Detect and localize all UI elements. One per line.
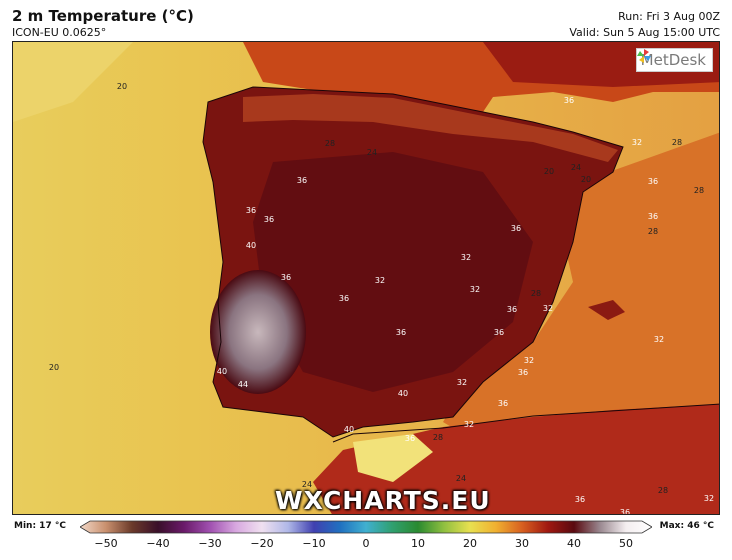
valid-time: Valid: Sun 5 Aug 15:00 UTC xyxy=(569,26,720,39)
isotherm-label: 20 xyxy=(48,363,60,372)
isotherm-label: 20 xyxy=(116,82,128,91)
isotherm-label: 28 xyxy=(693,186,705,195)
isotherm-label: 32 xyxy=(463,420,475,429)
isotherm-label: 40 xyxy=(343,425,355,434)
isotherm-label: 24 xyxy=(570,163,582,172)
isotherm-label: 40 xyxy=(245,241,257,250)
isotherm-label: 36 xyxy=(619,508,631,515)
isotherm-label: 32 xyxy=(456,378,468,387)
map-canvas xyxy=(13,42,719,514)
alboran-sea-cool xyxy=(353,434,433,482)
min-temperature-label: Min: 17 °C xyxy=(14,521,66,531)
isotherm-label: 32 xyxy=(374,276,386,285)
isotherm-label: 24 xyxy=(366,148,378,157)
isotherm-label: 36 xyxy=(497,399,509,408)
metdesk-logo-text: MetDesk xyxy=(640,51,706,69)
isotherm-label: 32 xyxy=(469,285,481,294)
colorbar-tick-label: 20 xyxy=(463,537,477,550)
wxcharts-watermark: WXCHARTS.EU xyxy=(275,486,491,515)
isotherm-label: 32 xyxy=(653,335,665,344)
colorbar-tick-label: 0 xyxy=(362,537,370,550)
isotherm-label: 44 xyxy=(237,380,249,389)
isotherm-label: 32 xyxy=(703,494,715,503)
colorbar-tick-label: −20 xyxy=(250,537,274,550)
isotherm-label: 28 xyxy=(657,486,669,495)
isotherm-label: 36 xyxy=(296,176,308,185)
isotherm-label: 32 xyxy=(460,253,472,262)
colorbar: Min: 17 °C −50 −40 −30 −20 −10 0 10 20 30 40 50 Ma… xyxy=(0,517,732,560)
isotherm-label: 36 xyxy=(245,206,257,215)
isotherm-label: 32 xyxy=(523,356,535,365)
isotherm-label: 36 xyxy=(510,224,522,233)
isotherm-label: 24 xyxy=(301,480,313,489)
isotherm-label: 20 xyxy=(543,167,555,176)
isotherm-label: 36 xyxy=(395,328,407,337)
isotherm-label: 36 xyxy=(647,177,659,186)
isotherm-label: 36 xyxy=(517,368,529,377)
colorbar-tick-label: −30 xyxy=(198,537,222,550)
temperature-map[interactable]: 2020242824363636403632363232362832363636… xyxy=(12,41,720,515)
isotherm-label: 40 xyxy=(397,389,409,398)
isotherm-label: 20 xyxy=(368,490,380,499)
isotherm-label: 36 xyxy=(647,212,659,221)
colorbar-tick-label: 10 xyxy=(411,537,425,550)
isotherm-label: 36 xyxy=(338,294,350,303)
isotherm-label: 28 xyxy=(647,227,659,236)
north-africa-land xyxy=(313,404,719,514)
isotherm-label: 20 xyxy=(580,175,592,184)
isotherm-label: 28 xyxy=(324,139,336,148)
isotherm-label: 32 xyxy=(542,304,554,313)
isotherm-label: 28 xyxy=(671,138,683,147)
cool-sea-zone xyxy=(13,42,133,122)
isotherm-label: 36 xyxy=(563,96,575,105)
hottest-region xyxy=(210,270,306,394)
isotherm-label: 28 xyxy=(530,289,542,298)
model-label: ICON-EU 0.0625° xyxy=(12,26,107,39)
isotherm-label: 36 xyxy=(280,273,292,282)
metdesk-pinwheel-icon xyxy=(636,49,651,63)
isotherm-label: 28 xyxy=(432,433,444,442)
max-temperature-label: Max: 46 °C xyxy=(659,521,714,531)
isotherm-label: 36 xyxy=(404,434,416,443)
run-time: Run: Fri 3 Aug 00Z xyxy=(618,10,720,23)
colorbar-tick-label: 50 xyxy=(619,537,633,550)
balearic-islands xyxy=(588,300,625,320)
colorbar-tick-label: −10 xyxy=(302,537,326,550)
metdesk-logo[interactable]: MetDesk xyxy=(635,48,713,72)
isotherm-label: 24 xyxy=(455,474,467,483)
chart-title: 2 m Temperature (°C) xyxy=(12,7,194,25)
colorbar-tick-label: −40 xyxy=(146,537,170,550)
mediterranean-sea xyxy=(443,132,719,452)
isotherm-label: 36 xyxy=(574,495,586,504)
colorbar-tick-label: 30 xyxy=(515,537,529,550)
isotherm-label: 36 xyxy=(506,305,518,314)
colorbar-scale xyxy=(80,520,652,534)
cantabrian-coast xyxy=(243,94,618,162)
colorbar-tick-label: 40 xyxy=(567,537,581,550)
isotherm-label: 32 xyxy=(631,138,643,147)
isotherm-label: 36 xyxy=(263,215,275,224)
isotherm-label: 36 xyxy=(493,328,505,337)
isotherm-label: 40 xyxy=(216,367,228,376)
colorbar-tick-label: −50 xyxy=(94,537,118,550)
